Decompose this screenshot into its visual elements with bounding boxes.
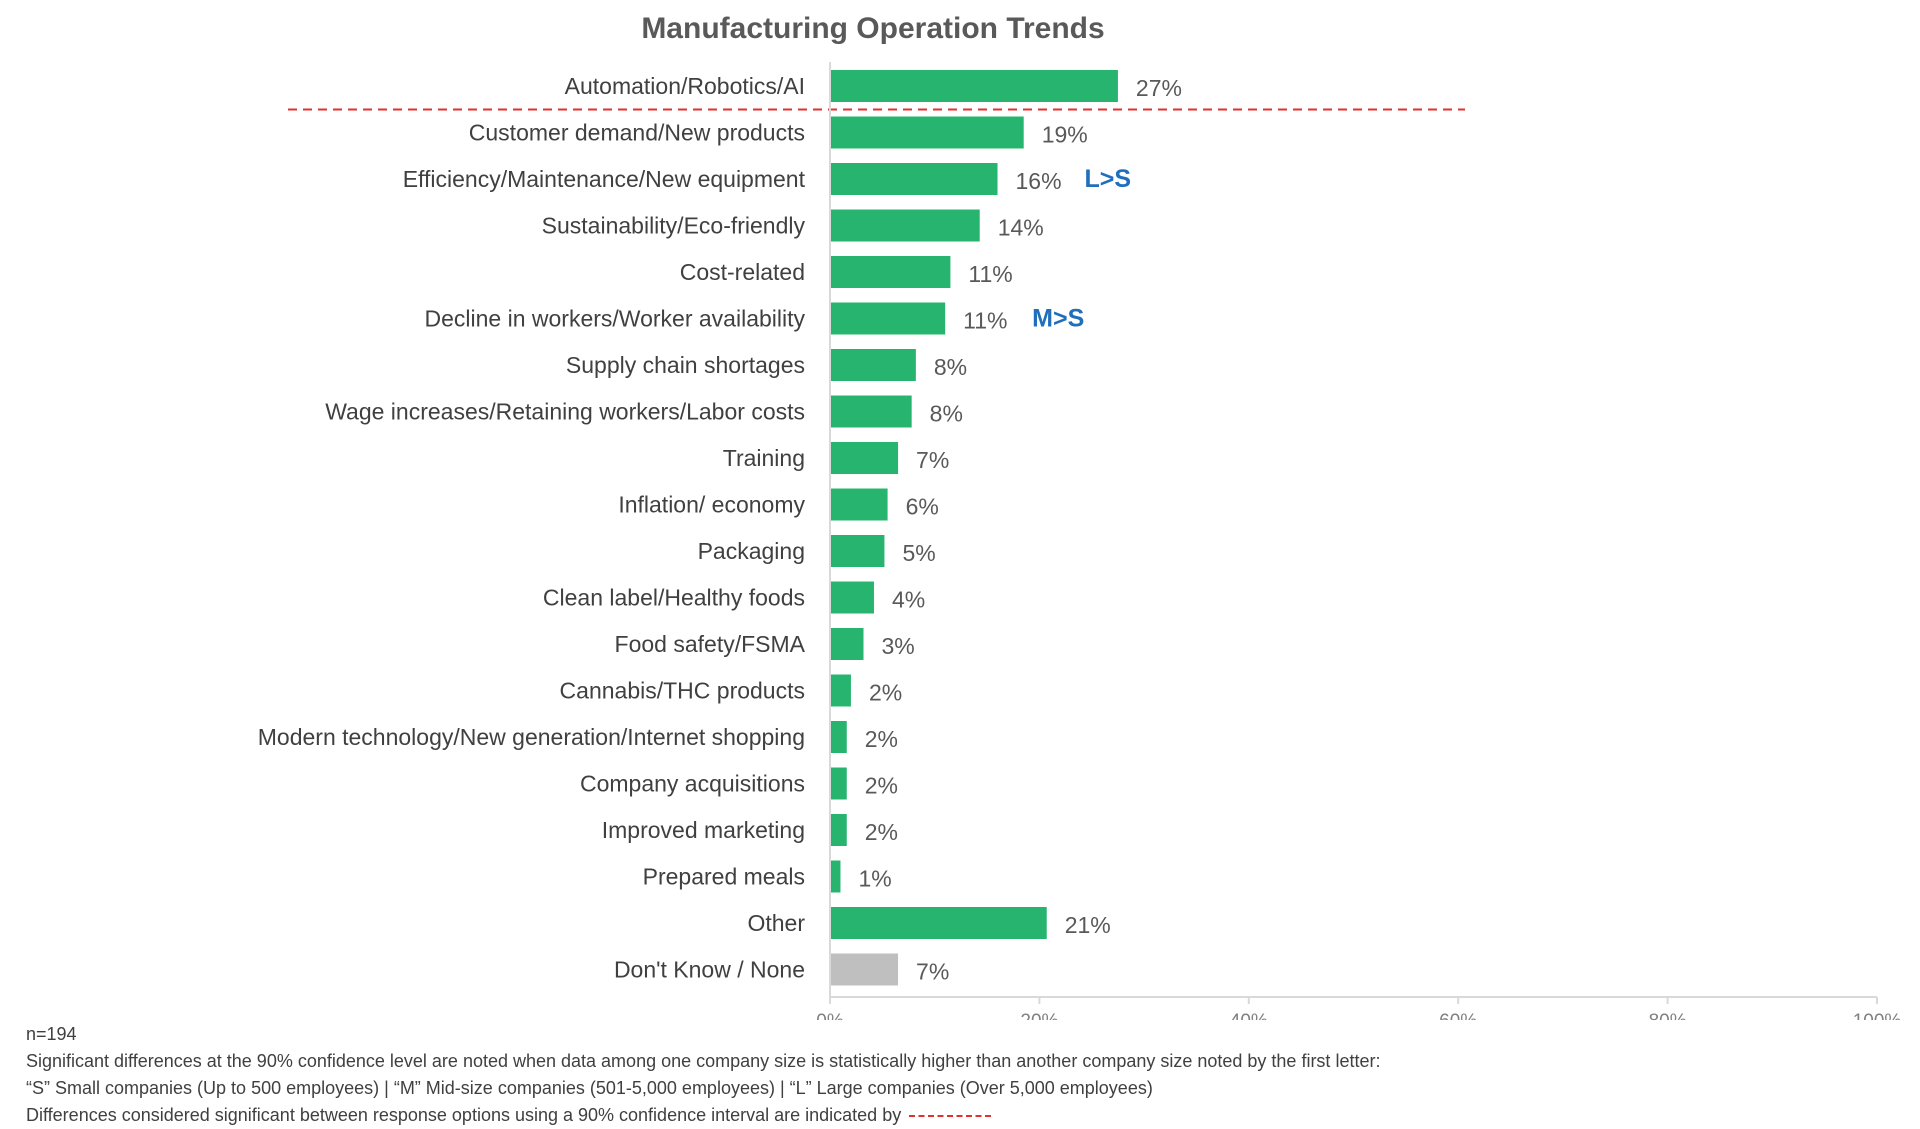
chart-notes: n=194 Significant differences at the 90%… bbox=[26, 1021, 1380, 1129]
bar bbox=[830, 721, 847, 753]
bar bbox=[830, 163, 998, 195]
significance-annotation: M>S bbox=[1032, 305, 1084, 333]
x-tick-label: 40% bbox=[1230, 1011, 1268, 1020]
bar bbox=[830, 628, 864, 660]
significance-note-1: Significant differences at the 90% confi… bbox=[26, 1051, 1381, 1071]
value-label: 2% bbox=[865, 773, 898, 799]
bar bbox=[830, 581, 874, 614]
value-label: 14% bbox=[998, 215, 1044, 241]
category-label: Training bbox=[723, 445, 805, 471]
bar bbox=[830, 70, 1118, 102]
value-label: 2% bbox=[865, 726, 898, 752]
category-label: Supply chain shortages bbox=[566, 352, 805, 378]
value-label: 3% bbox=[882, 633, 915, 659]
category-label: Clean label/Healthy foods bbox=[543, 585, 805, 611]
category-label: Wage increases/Retaining workers/Labor c… bbox=[325, 399, 805, 425]
bar bbox=[830, 256, 951, 288]
value-label: 1% bbox=[858, 866, 891, 892]
category-label: Company acquisitions bbox=[580, 771, 805, 797]
category-label: Cost-related bbox=[680, 259, 805, 285]
bar bbox=[830, 953, 899, 986]
bar bbox=[830, 349, 916, 381]
value-label: 4% bbox=[892, 587, 925, 613]
category-label: Other bbox=[747, 910, 805, 936]
value-label: 27% bbox=[1136, 75, 1182, 101]
bar-chart: Manufacturing Operation Trends Automatio… bbox=[258, 12, 1902, 1020]
chart-title: Manufacturing Operation Trends bbox=[641, 12, 1104, 45]
value-label: 2% bbox=[865, 819, 898, 845]
value-label: 5% bbox=[902, 540, 935, 566]
category-label: Efficiency/Maintenance/New equipment bbox=[403, 166, 806, 192]
category-label: Improved marketing bbox=[602, 817, 805, 843]
category-label: Food safety/FSMA bbox=[615, 631, 806, 657]
category-label: Automation/Robotics/AI bbox=[565, 73, 805, 99]
bar bbox=[830, 814, 847, 846]
category-label: Customer demand/New products bbox=[469, 120, 805, 146]
bar bbox=[830, 442, 899, 474]
bar bbox=[830, 116, 1024, 149]
value-label: 7% bbox=[916, 959, 949, 985]
x-axis: 0% 20% 40% 60% 80% 100% bbox=[816, 62, 1901, 1020]
bar bbox=[830, 767, 847, 800]
significance-annotation: L>S bbox=[1085, 165, 1132, 193]
value-label: 19% bbox=[1042, 122, 1088, 148]
value-label: 16% bbox=[1016, 168, 1062, 194]
x-tick-label: 0% bbox=[816, 1011, 844, 1020]
category-label: Cannabis/THC products bbox=[560, 678, 805, 704]
dashed-line-legend-sample bbox=[909, 1115, 992, 1118]
x-tick-label: 100% bbox=[1853, 1011, 1902, 1020]
category-label: Don't Know / None bbox=[614, 957, 805, 983]
bar bbox=[830, 302, 946, 335]
value-label: 6% bbox=[906, 494, 939, 520]
x-tick-label: 20% bbox=[1020, 1011, 1058, 1020]
bar bbox=[830, 395, 912, 428]
bar bbox=[830, 488, 888, 521]
value-label: 11% bbox=[963, 308, 1007, 334]
x-tick-label: 80% bbox=[1649, 1011, 1687, 1020]
value-label: 8% bbox=[934, 354, 967, 380]
bar bbox=[830, 860, 841, 893]
bar bbox=[830, 209, 980, 242]
category-label: Modern technology/New generation/Interne… bbox=[258, 724, 805, 750]
category-label: Inflation/ economy bbox=[618, 492, 805, 518]
category-label: Decline in workers/Worker availability bbox=[425, 306, 806, 332]
sample-size-note: n=194 bbox=[26, 1024, 77, 1044]
bars-layer: Automation/Robotics/AI 27% Customer demand… bbox=[258, 70, 1465, 986]
bar bbox=[830, 535, 885, 567]
bar bbox=[830, 907, 1047, 939]
value-label: 2% bbox=[869, 680, 902, 706]
significance-note-2: “S” Small companies (Up to 500 employees… bbox=[26, 1078, 1153, 1098]
bar bbox=[830, 674, 851, 707]
value-label: 11% bbox=[968, 261, 1012, 287]
category-label: Packaging bbox=[698, 538, 805, 564]
x-tick-label: 60% bbox=[1439, 1011, 1477, 1020]
value-label: 7% bbox=[916, 447, 949, 473]
category-label: Sustainability/Eco-friendly bbox=[542, 213, 806, 239]
value-label: 21% bbox=[1065, 912, 1111, 938]
value-label: 8% bbox=[930, 401, 963, 427]
significance-note-3-text: Differences considered significant betwe… bbox=[26, 1105, 902, 1125]
significance-note-3: Differences considered significant betwe… bbox=[26, 1102, 1380, 1129]
category-label: Prepared meals bbox=[643, 864, 805, 890]
